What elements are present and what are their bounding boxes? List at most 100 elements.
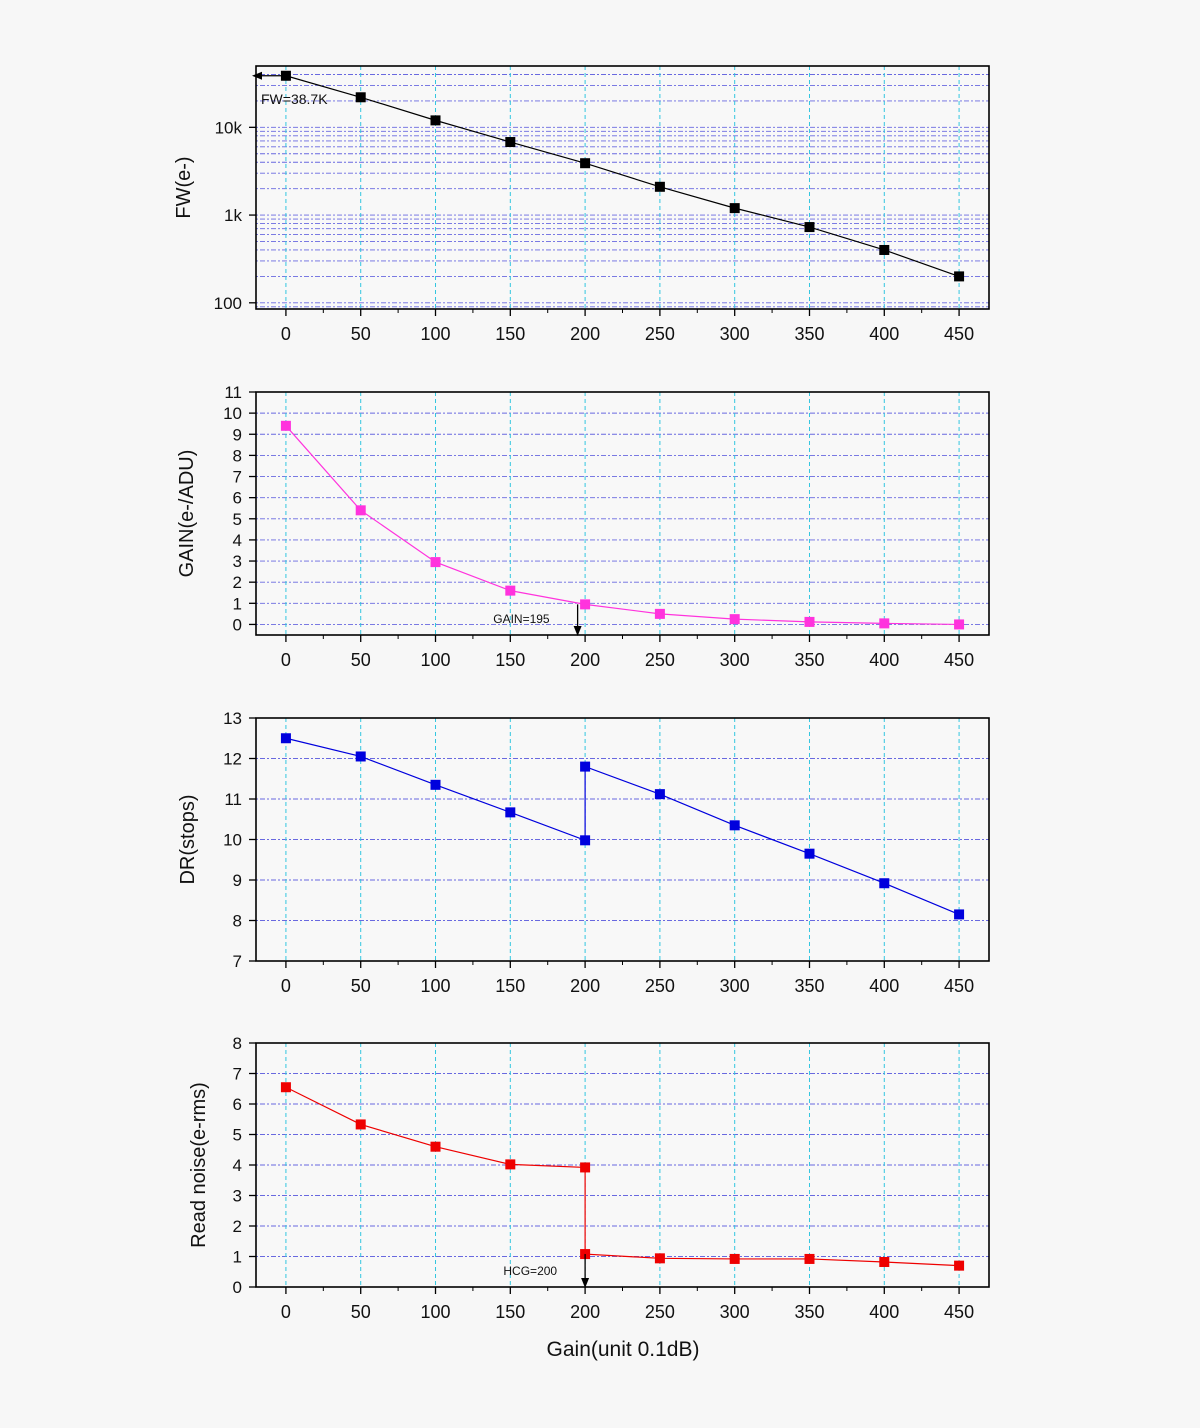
x-tick-label: 150 [495, 1302, 525, 1322]
x-tick-label: 350 [794, 650, 824, 670]
panel-gain: 0 50 100 150 200 250 300 350 400 450 0 1 2 3 4 5 6 7 8 9 10 1… [176, 383, 990, 670]
y-tick-label: 1 [233, 594, 242, 613]
data-point [430, 557, 441, 568]
x-tick-label: 100 [420, 1302, 450, 1322]
x-tick-label: 100 [420, 324, 450, 344]
data-point [280, 420, 291, 431]
y-tick-label: 5 [233, 510, 242, 529]
data-point [729, 820, 740, 831]
y-tick-label: 2 [233, 1217, 242, 1236]
x-tick-label: 450 [944, 324, 974, 344]
data-point [580, 761, 591, 772]
x-tick-label: 0 [281, 976, 291, 996]
plot-area [256, 392, 989, 635]
x-tick-label: 450 [944, 1302, 974, 1322]
x-tick-label: 200 [570, 976, 600, 996]
data-point [430, 1141, 441, 1152]
y-tick-label: 12 [223, 750, 242, 769]
data-point [879, 1256, 890, 1267]
x-tick-label: 150 [495, 976, 525, 996]
data-point [355, 92, 366, 103]
annotation-label: FW=38.7K [261, 91, 328, 107]
data-point [804, 1253, 815, 1264]
data-point [430, 779, 441, 790]
x-tick-label: 250 [645, 1302, 675, 1322]
x-axis-title: Gain(unit 0.1dB) [547, 1338, 700, 1361]
y-axis-title: Read noise(e-rms) [188, 1082, 210, 1248]
y-tick-label: 9 [233, 425, 242, 444]
annotation-label: HCG=200 [503, 1264, 557, 1278]
panel-fw: 0 50 100 150 200 250 300 350 400 450 100 1k 10k FW(e-… [173, 65, 990, 344]
x-tick-label: 0 [281, 1302, 291, 1322]
y-axis-title: FW(e-) [173, 156, 195, 218]
y-tick-label: 7 [233, 1065, 242, 1084]
data-point [954, 909, 965, 920]
data-point [580, 835, 591, 846]
y-tick-label: 7 [233, 468, 242, 487]
x-tick-label: 450 [944, 976, 974, 996]
data-point [954, 1260, 965, 1271]
plot-area [256, 66, 989, 309]
x-tick-label: 350 [794, 1302, 824, 1322]
y-tick-label: 6 [233, 489, 242, 508]
y-tick-label: 13 [223, 709, 242, 728]
x-tick-label: 450 [944, 650, 974, 670]
x-tick-label: 200 [570, 324, 600, 344]
y-tick-label: 10 [223, 831, 242, 850]
y-tick-label: 7 [233, 952, 242, 971]
x-tick-label: 100 [420, 976, 450, 996]
x-tick-label: 400 [869, 324, 899, 344]
x-tick-label: 200 [570, 1302, 600, 1322]
x-tick-label: 300 [720, 976, 750, 996]
data-point [505, 1159, 516, 1170]
data-point [654, 789, 665, 800]
data-point [654, 608, 665, 619]
x-tick-label: 250 [645, 324, 675, 344]
x-tick-label: 300 [720, 324, 750, 344]
y-tick-label: 10k [215, 118, 243, 137]
y-tick-label: 10 [223, 404, 242, 423]
x-tick-label: 50 [351, 976, 371, 996]
panel-rn: 0 50 100 150 200 250 300 350 400 450 0 1 2 3 4 5 6 7 8 Read… [188, 1034, 990, 1322]
y-tick-label: 3 [233, 552, 242, 571]
y-tick-label: 2 [233, 573, 242, 592]
data-point [729, 203, 740, 214]
y-tick-label: 11 [224, 790, 242, 809]
y-tick-label: 0 [233, 1278, 242, 1297]
series-line [285, 75, 960, 277]
data-point [954, 619, 965, 630]
y-tick-label: 8 [233, 1034, 242, 1053]
y-tick-label: 11 [224, 383, 242, 402]
data-point [654, 1253, 665, 1264]
series-line [285, 425, 960, 626]
y-tick-label: 8 [233, 912, 242, 931]
annotation-arrowhead [581, 1278, 590, 1288]
y-tick-label: 100 [214, 294, 242, 313]
x-tick-label: 250 [645, 650, 675, 670]
data-point [280, 733, 291, 744]
x-tick-label: 350 [794, 324, 824, 344]
x-tick-label: 300 [720, 1302, 750, 1322]
x-tick-label: 400 [869, 976, 899, 996]
y-tick-label: 8 [233, 446, 242, 465]
data-point [580, 599, 591, 610]
y-tick-label: 1 [233, 1248, 242, 1267]
chart-panels: 0 50 100 150 200 250 300 350 400 4501001k10kFW(e-… [173, 65, 990, 1322]
annotation-label: GAIN=195 [493, 612, 550, 626]
data-point [505, 585, 516, 596]
data-point [804, 848, 815, 859]
data-point [355, 1119, 366, 1130]
x-tick-label: 400 [869, 650, 899, 670]
x-tick-label: 100 [420, 650, 450, 670]
x-tick-label: 250 [645, 976, 675, 996]
y-axis-title: DR(stops) [177, 794, 199, 884]
x-tick-label: 0 [281, 650, 291, 670]
data-point [355, 505, 366, 516]
y-tick-label: 5 [233, 1126, 242, 1145]
x-tick-label: 200 [570, 650, 600, 670]
data-point [804, 222, 815, 233]
x-tick-label: 350 [794, 976, 824, 996]
data-point [729, 1253, 740, 1264]
data-point [729, 614, 740, 625]
